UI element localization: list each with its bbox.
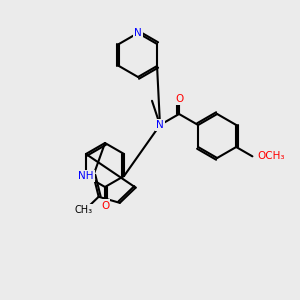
Text: N: N — [156, 120, 164, 130]
Text: N: N — [134, 28, 142, 38]
Text: CH₃: CH₃ — [74, 205, 92, 215]
Text: O: O — [175, 94, 183, 103]
Text: O: O — [101, 201, 109, 211]
Text: NH: NH — [78, 171, 94, 181]
Text: OCH₃: OCH₃ — [257, 151, 285, 161]
